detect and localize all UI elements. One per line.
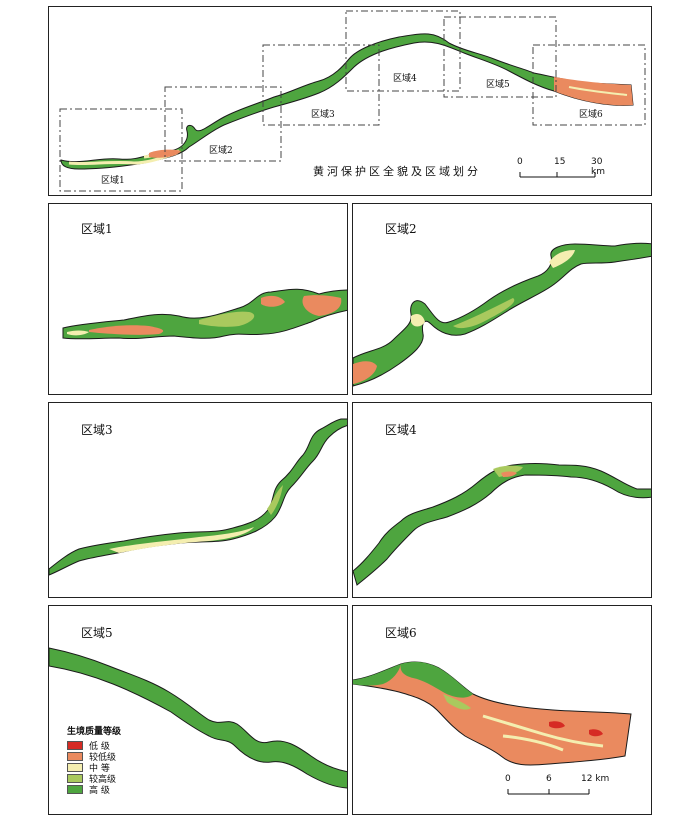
overview-scale-tick-1: 15 xyxy=(554,157,566,167)
legend-swatch-midhigh xyxy=(67,774,83,783)
overview-region1-box xyxy=(59,108,183,192)
region1-patch-midlow-3 xyxy=(261,295,285,307)
region6-scale-tick-0: 0 xyxy=(505,774,511,784)
region2-patch-medium xyxy=(411,314,425,327)
legend-label-midlow: 较低级 xyxy=(89,753,117,763)
overview-scale-tick-2: 30 km xyxy=(591,157,605,177)
region1-patch-medium xyxy=(67,330,89,336)
legend-swatch-high xyxy=(67,785,83,794)
region1-patch-midlow xyxy=(89,325,164,335)
region2-map xyxy=(353,242,651,387)
region4-river xyxy=(353,463,651,586)
region1-map xyxy=(62,288,347,340)
legend-label-high: 高 级 xyxy=(89,786,110,796)
region3-map xyxy=(49,418,347,576)
overview-region4-box xyxy=(345,10,461,92)
region1-label: 区域1 xyxy=(81,222,113,236)
region2-label: 区域2 xyxy=(385,222,417,236)
region6-panel: 区域6 0 6 12 km xyxy=(352,605,652,815)
region2-patch-medium-2 xyxy=(549,250,575,268)
region3-patch-midhigh xyxy=(267,485,283,515)
region1-patch-midlow-2 xyxy=(302,295,342,316)
region3-patch-medium xyxy=(109,527,254,553)
region6-scale-tick-1: 6 xyxy=(546,774,552,784)
legend-item-medium: 中 等 xyxy=(67,762,121,774)
overview-scale-tick-0: 0 xyxy=(517,157,523,167)
legend-title: 生境质量等级 xyxy=(67,727,122,737)
legend-swatch-medium xyxy=(67,763,83,772)
region1-panel: 区域1 xyxy=(48,203,348,395)
overview-region5-label: 区域5 xyxy=(486,78,510,90)
region4-label: 区域4 xyxy=(385,423,417,437)
overview-title: 黄河保护区全貌及区域划分 xyxy=(313,165,481,178)
region2-river xyxy=(353,242,651,387)
overview-region6-inner xyxy=(568,86,628,96)
legend-label-midhigh: 较高级 xyxy=(89,775,117,785)
legend-item-low: 低 级 xyxy=(67,740,121,752)
region6-label: 区域6 xyxy=(385,626,417,640)
region6-scale-bar: 0 6 12 km xyxy=(503,774,613,804)
overview-river-outline xyxy=(60,33,634,170)
region2-patch-midhigh xyxy=(453,298,515,329)
overview-map-panel: 区域1 区域2 区域3 区域4 区域5 区域6 黄河保护区全貌及区域划分 0 1… xyxy=(48,6,652,196)
legend-label-medium: 中 等 xyxy=(89,764,110,774)
region3-label: 区域3 xyxy=(81,423,113,437)
region4-map xyxy=(353,463,651,586)
overview-region1-label: 区域1 xyxy=(101,174,125,186)
region5-panel: 区域5 生境质量等级 低 级 较低级 中 等 较高级 高 级 xyxy=(48,605,348,815)
region3-panel: 区域3 xyxy=(48,402,348,598)
legend-item-midlow: 较低级 xyxy=(67,751,121,763)
region5-map xyxy=(49,647,347,789)
region5-river xyxy=(49,647,347,789)
legend-item-midhigh: 较高级 xyxy=(67,773,121,785)
legend: 生境质量等级 低 级 较低级 中 等 较高级 高 级 xyxy=(67,724,122,796)
overview-region2-label: 区域2 xyxy=(209,144,233,156)
region6-patch-midhigh xyxy=(443,694,471,710)
region4-patch-midlow xyxy=(501,471,517,477)
region6-scale-tick-2: 12 km xyxy=(581,774,610,784)
legend-swatch-low xyxy=(67,741,83,750)
region6-patch-low xyxy=(549,721,565,729)
region6-patch-high xyxy=(400,661,473,698)
region4-patch-midhigh xyxy=(493,465,523,477)
region4-panel: 区域4 xyxy=(352,402,652,598)
region6-patch-low-2 xyxy=(589,729,603,737)
overview-region6-label: 区域6 xyxy=(579,108,603,120)
region6-map xyxy=(353,661,632,766)
region2-patch-midlow xyxy=(353,361,377,384)
legend-label-low: 低 级 xyxy=(89,742,110,752)
region2-panel: 区域2 xyxy=(352,203,652,395)
overview-region2-box xyxy=(164,86,282,162)
region5-label: 区域5 xyxy=(81,626,113,640)
overview-region3-label: 区域3 xyxy=(311,108,335,120)
overview-scale-bar: 0 15 30 km xyxy=(517,157,607,187)
region6-river xyxy=(353,661,632,766)
legend-swatch-midlow xyxy=(67,752,83,761)
legend-item-high: 高 级 xyxy=(67,784,121,796)
region1-patch-midhigh xyxy=(199,311,255,327)
region6-patch-high-2 xyxy=(353,664,401,686)
overview-map: 区域1 区域2 区域3 区域4 区域5 区域6 xyxy=(59,10,646,192)
region6-patch-medium xyxy=(482,714,604,752)
overview-region5-box xyxy=(443,16,557,98)
overview-region4-label: 区域4 xyxy=(393,72,417,84)
overview-region3-box xyxy=(262,44,380,126)
overview-region6-box xyxy=(532,44,646,126)
overview-river-lowpatch xyxy=(149,149,181,158)
region3-river xyxy=(49,418,347,576)
